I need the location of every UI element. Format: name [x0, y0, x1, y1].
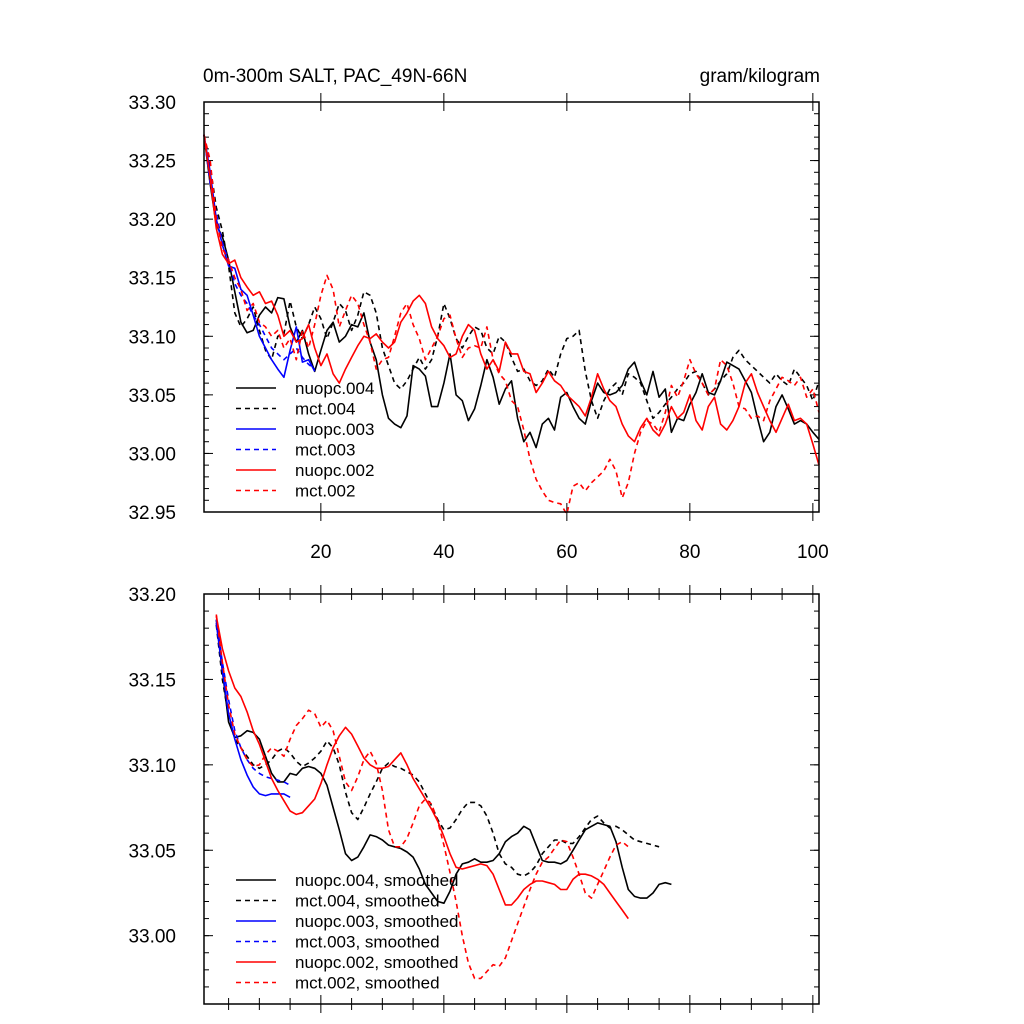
top-ytick-label: 32.95: [128, 503, 176, 524]
top-ytick-label: 33.10: [128, 327, 176, 348]
bottom-legend-label: mct.002, smoothed: [295, 974, 440, 993]
top-ytick-label: 33.05: [128, 386, 176, 407]
bottom-legend-label: nuopc.003, smoothed: [295, 912, 459, 931]
top-series-mct-004: [203, 134, 820, 420]
top-xtick-label: 40: [433, 542, 454, 563]
top-legend-label: mct.004: [295, 400, 355, 419]
top-chart-ticks: 32.95 33.00 33.05 33.10 33.15 33.20 33.25 33.30…: [128, 93, 829, 563]
bottom-ytick-label: 33.20: [128, 585, 176, 606]
bottom-ytick-label: 33.15: [128, 670, 176, 691]
bottom-chart-panel: 33.00 33.05 33.10 33.15 33.20 nuopc.004, smo…: [128, 585, 820, 1013]
bottom-series-nuopc-002-smoothed: [215, 616, 629, 920]
top-xtick-label: 60: [556, 542, 577, 563]
bottom-series-mct-003-smoothed: [215, 619, 291, 787]
bottom-series-mct-002-smoothed: [215, 614, 629, 980]
top-series-nuopc-002: [203, 134, 820, 466]
top-legend-label: nuopc.002: [295, 461, 374, 480]
bottom-legend-label: nuopc.002, smoothed: [295, 953, 459, 972]
top-chart-units: gram/kilogram: [700, 66, 820, 87]
top-ytick-label: 33.00: [128, 444, 176, 465]
bottom-chart-lines: [215, 614, 672, 980]
bottom-ytick-label: 33.00: [128, 927, 176, 948]
top-legend-label: nuopc.004: [295, 379, 374, 398]
top-series-nuopc-004: [203, 134, 820, 449]
top-ytick-label: 33.15: [128, 269, 176, 290]
top-xtick-label: 20: [310, 542, 331, 563]
bottom-chart-frame: [203, 593, 820, 1005]
bottom-ytick-label: 33.05: [128, 841, 176, 862]
bottom-series-mct-004-smoothed: [215, 624, 660, 877]
top-legend-label: nuopc.003: [295, 420, 374, 439]
top-ytick-label: 33.20: [128, 210, 176, 231]
bottom-legend-label: mct.003, smoothed: [295, 933, 440, 952]
top-series-mct-002: [203, 134, 820, 516]
bottom-chart-ticks: 33.00 33.05 33.10 33.15 33.20: [128, 585, 819, 1013]
bottom-legend-label: mct.004, smoothed: [295, 892, 440, 911]
bottom-series-nuopc-003-smoothed: [215, 622, 291, 799]
top-ytick-label: 33.25: [128, 152, 176, 173]
bottom-series-nuopc-004-smoothed: [215, 619, 672, 905]
top-chart-title: 0m-300m SALT, PAC_49N-66N: [203, 66, 467, 87]
top-chart-frame: [203, 101, 820, 513]
top-chart-panel: 0m-300m SALT, PAC_49N-66N gram/kilogram …: [128, 66, 828, 563]
top-ytick-label: 33.30: [128, 93, 176, 114]
top-chart-lines: [203, 134, 820, 516]
bottom-ytick-label: 33.10: [128, 756, 176, 777]
top-legend-label: mct.003: [295, 441, 355, 460]
top-series-mct-003: [203, 134, 316, 370]
top-xtick-label: 80: [679, 542, 700, 563]
bottom-legend-label: nuopc.004, smoothed: [295, 871, 459, 890]
top-legend-label: mct.002: [295, 482, 355, 501]
top-xtick-label: 100: [797, 542, 829, 563]
